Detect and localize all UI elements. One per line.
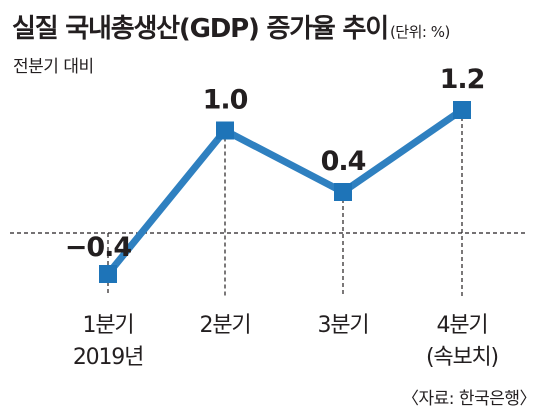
data-label: 1.2 (440, 64, 485, 95)
x-tick-label: (속보치) (426, 345, 498, 370)
x-tick-label: 2019년 (73, 345, 143, 370)
data-point-marker (99, 265, 117, 283)
data-label: 0.4 (321, 146, 366, 177)
chart-title-block: 실질 국내총생산(GDP) 증가율 추이 (단위: %) (12, 8, 450, 45)
guide-lines (107, 110, 463, 296)
data-label: 1.0 (203, 85, 248, 116)
chart-subtitle: 전분기 대비 (13, 57, 94, 77)
data-point-marker (334, 183, 352, 201)
unit-label: (단위: %) (389, 23, 450, 41)
data-point-marker (453, 101, 471, 119)
data-label: −0.4 (65, 232, 132, 263)
x-tick-label: 4분기 (437, 313, 488, 338)
source-note: 〈자료: 한국은행〉 (402, 389, 536, 409)
data-markers (99, 101, 471, 283)
chart-title: 실질 국내총생산(GDP) 증가율 추이 (12, 14, 389, 44)
x-tick-label: 3분기 (318, 313, 369, 338)
data-labels: −0.4 1.0 0.4 1.2 (65, 64, 486, 263)
x-tick-label: 1분기 (83, 313, 134, 338)
x-tick-label: 2분기 (200, 313, 251, 338)
x-axis-ticks: 1분기 2019년 2분기 3분기 4분기 (속보치) (73, 313, 499, 370)
series-line (104, 106, 466, 278)
data-point-marker (216, 121, 234, 140)
